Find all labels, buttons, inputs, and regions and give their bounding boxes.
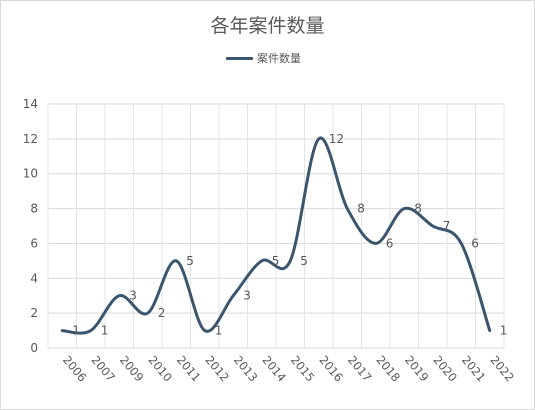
x-tick-label: 2009 [117,353,147,384]
x-tick-label: 2019 [402,353,432,384]
x-tick-label: 2017 [345,353,375,384]
x-tick-label: 2020 [430,353,460,384]
x-tick-label: 2022 [487,353,517,384]
data-label: 6 [471,236,479,250]
y-tick-label: 0 [30,341,38,355]
x-tick-label: 2014 [259,353,289,384]
data-label: 5 [300,254,308,268]
data-label: 1 [215,324,223,338]
data-label: 1 [500,324,508,338]
legend: 案件数量 [226,50,301,66]
legend-line-swatch [226,56,253,60]
data-label: 5 [272,254,280,268]
series-line [60,136,492,335]
x-tick-label: 2011 [174,353,204,384]
y-tick-label: 4 [30,271,38,285]
x-tick-label: 2013 [231,353,261,384]
y-tick-label: 14 [23,97,38,111]
x-tick-label: 2012 [202,353,232,384]
data-label: 2 [158,306,166,320]
data-label: 1 [72,324,80,338]
data-label: 5 [186,254,194,268]
x-tick-label: 2015 [288,353,318,384]
y-tick-label: 2 [30,306,38,320]
y-tick-label: 6 [30,236,38,250]
data-label: 7 [443,219,451,233]
x-tick-label: 2018 [373,353,403,384]
legend-label: 案件数量 [257,52,301,65]
x-tick-label: 2010 [145,353,175,384]
y-tick-label: 12 [23,132,38,146]
x-tick-label: 2021 [459,353,489,384]
data-label: 12 [329,132,344,146]
data-label: 3 [129,289,137,303]
data-label: 6 [386,236,394,250]
data-label: 8 [414,202,422,216]
y-tick-label: 10 [23,167,38,181]
x-tick-label: 2007 [88,353,118,384]
x-tick-label: 2006 [60,353,90,384]
y-tick-label: 8 [30,202,38,216]
data-label: 8 [357,202,365,216]
chart-title: 各年案件数量 [210,15,325,37]
data-label: 3 [243,289,251,303]
x-tick-label: 2016 [316,353,346,384]
data-label: 1 [101,324,109,338]
